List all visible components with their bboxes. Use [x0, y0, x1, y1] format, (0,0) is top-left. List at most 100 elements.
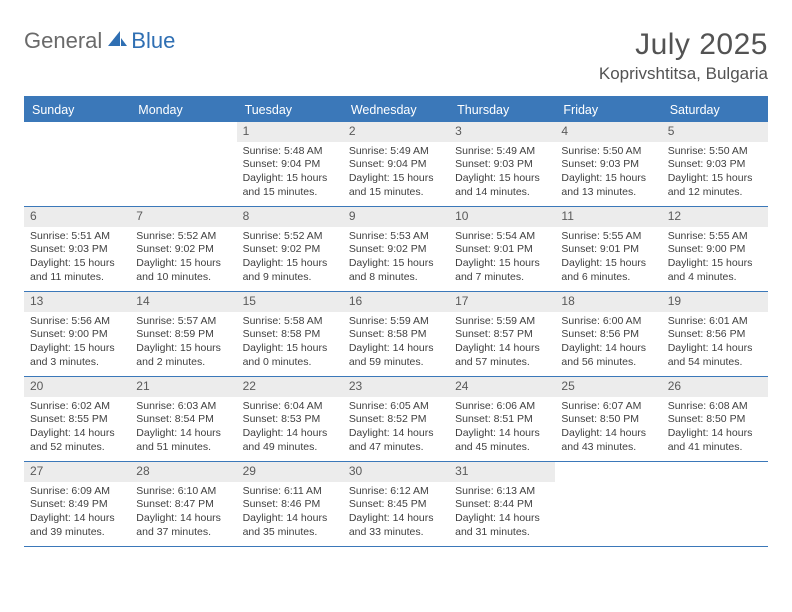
sunset-line: Sunset: 8:44 PM	[455, 498, 549, 512]
day-content: Sunrise: 6:02 AMSunset: 8:55 PMDaylight:…	[24, 397, 130, 459]
daylight-line: Daylight: 15 hours and 0 minutes.	[243, 342, 337, 369]
day-cell: 12Sunrise: 5:55 AMSunset: 9:00 PMDayligh…	[662, 207, 768, 291]
day-number: 26	[662, 377, 768, 397]
daylight-line: Daylight: 15 hours and 7 minutes.	[455, 257, 549, 284]
daylight-line: Daylight: 14 hours and 35 minutes.	[243, 512, 337, 539]
daylight-line: Daylight: 15 hours and 8 minutes.	[349, 257, 443, 284]
daylight-line: Daylight: 15 hours and 15 minutes.	[243, 172, 337, 199]
day-cell: 13Sunrise: 5:56 AMSunset: 9:00 PMDayligh…	[24, 292, 130, 376]
daylight-line: Daylight: 14 hours and 51 minutes.	[136, 427, 230, 454]
day-content: Sunrise: 5:55 AMSunset: 9:01 PMDaylight:…	[555, 227, 661, 289]
sunset-line: Sunset: 9:04 PM	[349, 158, 443, 172]
sunset-line: Sunset: 9:04 PM	[243, 158, 337, 172]
week-row: 6Sunrise: 5:51 AMSunset: 9:03 PMDaylight…	[24, 207, 768, 292]
day-number: 14	[130, 292, 236, 312]
sunset-line: Sunset: 8:56 PM	[561, 328, 655, 342]
sunset-line: Sunset: 8:59 PM	[136, 328, 230, 342]
sunrise-line: Sunrise: 5:59 AM	[455, 315, 549, 329]
day-number: 23	[343, 377, 449, 397]
empty-cell	[555, 462, 661, 546]
day-number: 30	[343, 462, 449, 482]
day-content: Sunrise: 5:55 AMSunset: 9:00 PMDaylight:…	[662, 227, 768, 289]
day-content: Sunrise: 5:52 AMSunset: 9:02 PMDaylight:…	[237, 227, 343, 289]
sunrise-line: Sunrise: 5:50 AM	[668, 145, 762, 159]
day-number: 2	[343, 122, 449, 142]
sunset-line: Sunset: 9:01 PM	[455, 243, 549, 257]
day-number: 11	[555, 207, 661, 227]
day-header: Tuesday	[237, 98, 343, 122]
daylight-line: Daylight: 14 hours and 33 minutes.	[349, 512, 443, 539]
day-cell: 23Sunrise: 6:05 AMSunset: 8:52 PMDayligh…	[343, 377, 449, 461]
daylight-line: Daylight: 15 hours and 13 minutes.	[561, 172, 655, 199]
sunset-line: Sunset: 8:50 PM	[668, 413, 762, 427]
day-header: Saturday	[662, 98, 768, 122]
sunrise-line: Sunrise: 6:04 AM	[243, 400, 337, 414]
sunrise-line: Sunrise: 5:57 AM	[136, 315, 230, 329]
day-cell: 14Sunrise: 5:57 AMSunset: 8:59 PMDayligh…	[130, 292, 236, 376]
day-cell: 3Sunrise: 5:49 AMSunset: 9:03 PMDaylight…	[449, 122, 555, 206]
day-number: 7	[130, 207, 236, 227]
daylight-line: Daylight: 15 hours and 15 minutes.	[349, 172, 443, 199]
sunrise-line: Sunrise: 6:07 AM	[561, 400, 655, 414]
day-number: 10	[449, 207, 555, 227]
day-number: 8	[237, 207, 343, 227]
sunset-line: Sunset: 8:47 PM	[136, 498, 230, 512]
day-cell: 27Sunrise: 6:09 AMSunset: 8:49 PMDayligh…	[24, 462, 130, 546]
day-cell: 17Sunrise: 5:59 AMSunset: 8:57 PMDayligh…	[449, 292, 555, 376]
day-header: Monday	[130, 98, 236, 122]
day-number: 31	[449, 462, 555, 482]
sunset-line: Sunset: 8:58 PM	[349, 328, 443, 342]
sunrise-line: Sunrise: 5:59 AM	[349, 315, 443, 329]
day-number: 5	[662, 122, 768, 142]
sunset-line: Sunset: 9:03 PM	[561, 158, 655, 172]
daylight-line: Daylight: 15 hours and 10 minutes.	[136, 257, 230, 284]
day-content: Sunrise: 6:13 AMSunset: 8:44 PMDaylight:…	[449, 482, 555, 544]
day-content: Sunrise: 6:11 AMSunset: 8:46 PMDaylight:…	[237, 482, 343, 544]
day-header: Wednesday	[343, 98, 449, 122]
daylight-line: Daylight: 14 hours and 59 minutes.	[349, 342, 443, 369]
day-cell: 31Sunrise: 6:13 AMSunset: 8:44 PMDayligh…	[449, 462, 555, 546]
header: General Blue July 2025 Koprivshtitsa, Bu…	[24, 28, 768, 84]
logo-sail-icon	[106, 29, 128, 54]
day-content: Sunrise: 5:51 AMSunset: 9:03 PMDaylight:…	[24, 227, 130, 289]
day-content: Sunrise: 5:59 AMSunset: 8:58 PMDaylight:…	[343, 312, 449, 374]
sunrise-line: Sunrise: 6:11 AM	[243, 485, 337, 499]
day-content: Sunrise: 5:52 AMSunset: 9:02 PMDaylight:…	[130, 227, 236, 289]
day-number: 13	[24, 292, 130, 312]
sunrise-line: Sunrise: 5:49 AM	[455, 145, 549, 159]
day-cell: 20Sunrise: 6:02 AMSunset: 8:55 PMDayligh…	[24, 377, 130, 461]
day-cell: 28Sunrise: 6:10 AMSunset: 8:47 PMDayligh…	[130, 462, 236, 546]
sunrise-line: Sunrise: 5:51 AM	[30, 230, 124, 244]
sunrise-line: Sunrise: 6:10 AM	[136, 485, 230, 499]
sunset-line: Sunset: 9:03 PM	[30, 243, 124, 257]
sunrise-line: Sunrise: 6:02 AM	[30, 400, 124, 414]
daylight-line: Daylight: 14 hours and 47 minutes.	[349, 427, 443, 454]
sunrise-line: Sunrise: 5:48 AM	[243, 145, 337, 159]
title-block: July 2025 Koprivshtitsa, Bulgaria	[599, 28, 768, 84]
day-content: Sunrise: 6:04 AMSunset: 8:53 PMDaylight:…	[237, 397, 343, 459]
sunset-line: Sunset: 8:52 PM	[349, 413, 443, 427]
day-cell: 11Sunrise: 5:55 AMSunset: 9:01 PMDayligh…	[555, 207, 661, 291]
sunrise-line: Sunrise: 6:06 AM	[455, 400, 549, 414]
sunset-line: Sunset: 8:57 PM	[455, 328, 549, 342]
sunrise-line: Sunrise: 5:56 AM	[30, 315, 124, 329]
daylight-line: Daylight: 14 hours and 37 minutes.	[136, 512, 230, 539]
sunset-line: Sunset: 9:03 PM	[668, 158, 762, 172]
sunrise-line: Sunrise: 6:08 AM	[668, 400, 762, 414]
day-number: 18	[555, 292, 661, 312]
day-number: 3	[449, 122, 555, 142]
daylight-line: Daylight: 15 hours and 9 minutes.	[243, 257, 337, 284]
day-content: Sunrise: 6:01 AMSunset: 8:56 PMDaylight:…	[662, 312, 768, 374]
sunrise-line: Sunrise: 6:09 AM	[30, 485, 124, 499]
logo: General Blue	[24, 28, 175, 54]
day-content: Sunrise: 5:57 AMSunset: 8:59 PMDaylight:…	[130, 312, 236, 374]
day-cell: 8Sunrise: 5:52 AMSunset: 9:02 PMDaylight…	[237, 207, 343, 291]
sunset-line: Sunset: 8:46 PM	[243, 498, 337, 512]
day-number: 4	[555, 122, 661, 142]
day-cell: 29Sunrise: 6:11 AMSunset: 8:46 PMDayligh…	[237, 462, 343, 546]
day-content: Sunrise: 5:59 AMSunset: 8:57 PMDaylight:…	[449, 312, 555, 374]
daylight-line: Daylight: 14 hours and 45 minutes.	[455, 427, 549, 454]
sunset-line: Sunset: 8:53 PM	[243, 413, 337, 427]
day-content: Sunrise: 5:54 AMSunset: 9:01 PMDaylight:…	[449, 227, 555, 289]
daylight-line: Daylight: 14 hours and 54 minutes.	[668, 342, 762, 369]
